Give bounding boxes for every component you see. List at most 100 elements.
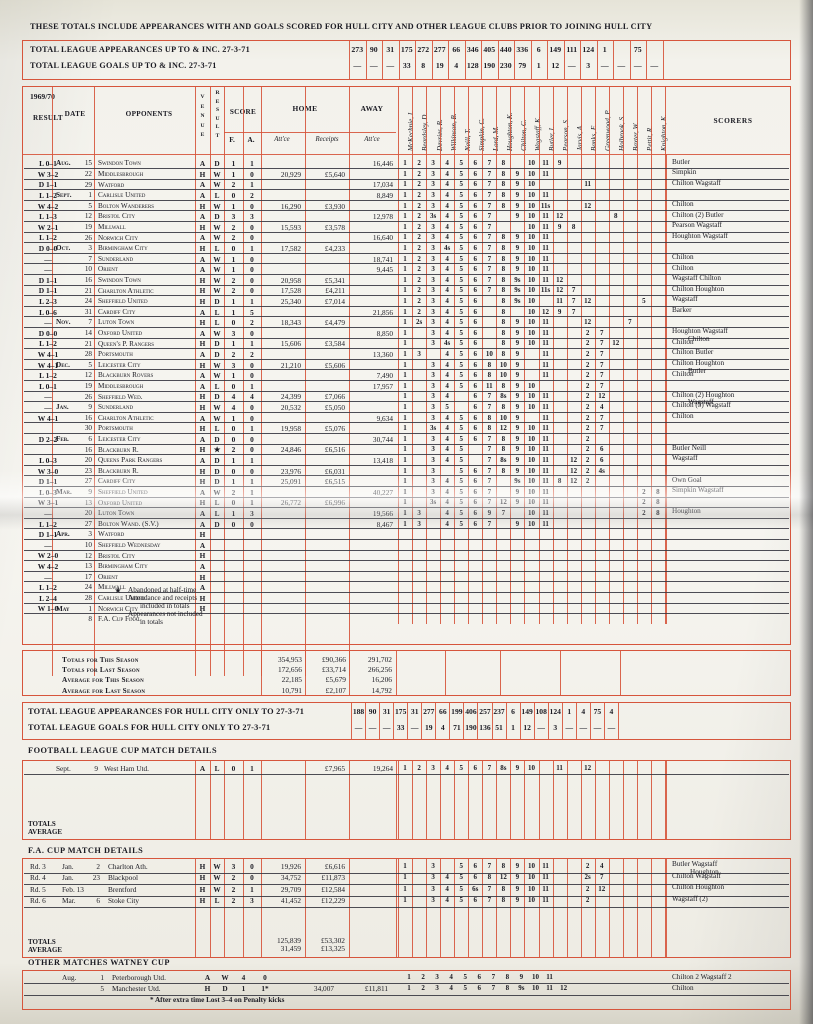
appearance-number: 8 — [501, 318, 506, 327]
appearance-number: 10 — [527, 275, 535, 284]
fixture-away-attendance: 40,227 — [372, 487, 393, 497]
fixture-home-attendance: 24,399 — [280, 392, 301, 402]
grid-vline — [195, 761, 196, 839]
fixture-home-receipts: £6,515 — [324, 477, 345, 487]
fixture-home-attendance: 20,532 — [280, 403, 301, 412]
appearance-number: 9 — [515, 392, 520, 401]
fixture-day: 16 — [84, 445, 92, 454]
appearance-number: 9s — [514, 477, 521, 486]
fixture-result-code: D — [214, 339, 220, 349]
appearance-number: 6 — [473, 862, 478, 870]
grid-hline — [24, 539, 789, 540]
appearance-number: 12 — [499, 424, 507, 433]
fa-cup-month: Jan. — [62, 873, 74, 883]
fixture-result-code: W — [213, 360, 221, 370]
fixture-opponent: Bristol City — [98, 212, 136, 221]
grid-vline — [622, 87, 624, 154]
appearance-number: 4 — [449, 973, 453, 981]
fa-cup-opponent: Brentford — [108, 884, 137, 894]
appearance-number: 6 — [473, 350, 478, 358]
fa-cup-venue: H — [199, 873, 206, 883]
fixture-result-code: D — [214, 434, 220, 444]
league-cup-average-label: AVERAGE — [28, 828, 63, 836]
fixture-goals-for: 2 — [231, 180, 236, 190]
appearance-number: 10 — [527, 477, 535, 486]
fixture-day: 13 — [84, 498, 92, 507]
grid-vline — [636, 761, 638, 839]
appearance-number: 2 — [417, 307, 421, 316]
fa-cup-scorers: Wagstaff (2) — [672, 894, 708, 903]
fixture-result-code: W — [213, 403, 221, 412]
fa-cup-opponent: Charlton Ath. — [108, 862, 148, 871]
appearance-number: 1 — [403, 360, 407, 369]
appearance-number: 2 — [585, 339, 590, 348]
appearance-number: 4 — [445, 201, 449, 210]
appearance-number: 8 — [571, 222, 576, 231]
appearance-number: 1 — [403, 424, 407, 433]
fa-cup-venue: H — [199, 896, 206, 906]
grid-vline — [396, 859, 397, 957]
appearance-number: 11 — [542, 424, 549, 433]
fixture-venue: H — [199, 318, 206, 328]
grid-vline — [398, 859, 399, 957]
grid-vline — [491, 703, 493, 739]
header-result-letter: L — [215, 124, 220, 131]
grid-vline — [566, 154, 568, 625]
season-total-receipts: £90,366 — [321, 655, 346, 664]
grid-hline — [24, 327, 789, 328]
grid-vline — [412, 154, 414, 625]
fa-cup-round: Rd. 5 — [30, 884, 46, 894]
fixture-goals-for: 0 — [231, 191, 236, 200]
fixture-away-attendance: 30,744 — [372, 434, 393, 444]
cup-day: 9 — [94, 764, 98, 773]
grid-vline — [261, 651, 262, 695]
fixture-goals-against: 3 — [250, 212, 254, 222]
appearance-number: 1 — [403, 307, 407, 316]
fixture-goals-for: 2 — [231, 286, 236, 296]
fixture-result: W 2–1 — [37, 222, 59, 232]
fixture-opponent: Oxford United — [98, 329, 143, 337]
fa-cup-average-receipts: £13,325 — [320, 944, 345, 953]
appearance-number: 8 — [501, 339, 506, 348]
fixture-result: W 2–0 — [37, 551, 59, 561]
appearance-number: 2 — [421, 984, 425, 993]
fixture-result-code: L — [214, 381, 220, 391]
appearance-number: 12 — [556, 212, 564, 221]
appearance-number: 10 — [527, 392, 535, 401]
fixture-day: 19 — [84, 223, 92, 231]
fixture-day: 27 — [84, 477, 92, 486]
appearance-number: 2 — [417, 169, 421, 178]
fixture-opponent: Blackburn R. — [98, 466, 139, 475]
grid-vline — [365, 703, 367, 739]
grid-vline — [482, 859, 484, 957]
grid-vline — [622, 154, 624, 625]
fixture-venue: A — [199, 254, 206, 264]
grid-hline — [24, 390, 789, 392]
grid-vline — [608, 859, 610, 957]
appearance-number: 12 — [598, 884, 606, 893]
fixture-day: 14 — [84, 329, 92, 337]
grid-vline — [351, 703, 352, 739]
appearance-number: 2 — [585, 328, 590, 337]
fixture-scorers: Chilton Houghton Butler — [672, 359, 725, 375]
appearance-number: 6 — [473, 413, 478, 422]
appearance-number: 2 — [585, 424, 590, 433]
appearance-number: 9 — [515, 413, 520, 422]
fixture-result: L 0–6 — [39, 307, 57, 317]
fixture-goals-against: 4 — [250, 392, 254, 402]
fixture-opponent: Orient — [98, 572, 118, 581]
grid-hline — [24, 872, 789, 874]
fixture-result: D 1–1 — [38, 180, 58, 190]
hull-only-goal-cell: 136 — [479, 723, 491, 732]
fixture-result-code: D — [214, 159, 220, 169]
appearance-number: 9 — [557, 222, 562, 231]
appearance-number: 2 — [585, 381, 590, 390]
appearance-number: 7 — [487, 519, 492, 528]
appearance-number: 9 — [515, 456, 520, 464]
appearance-number: 1 — [403, 191, 407, 199]
appearance-number: 2 — [417, 233, 421, 242]
fa-cup-home-att: 34,752 — [280, 873, 301, 883]
league-cup-heading: FOOTBALL LEAGUE CUP MATCH DETAILS — [28, 746, 218, 755]
fixture-venue: H — [199, 477, 206, 487]
appearance-number: 11 — [542, 884, 549, 893]
